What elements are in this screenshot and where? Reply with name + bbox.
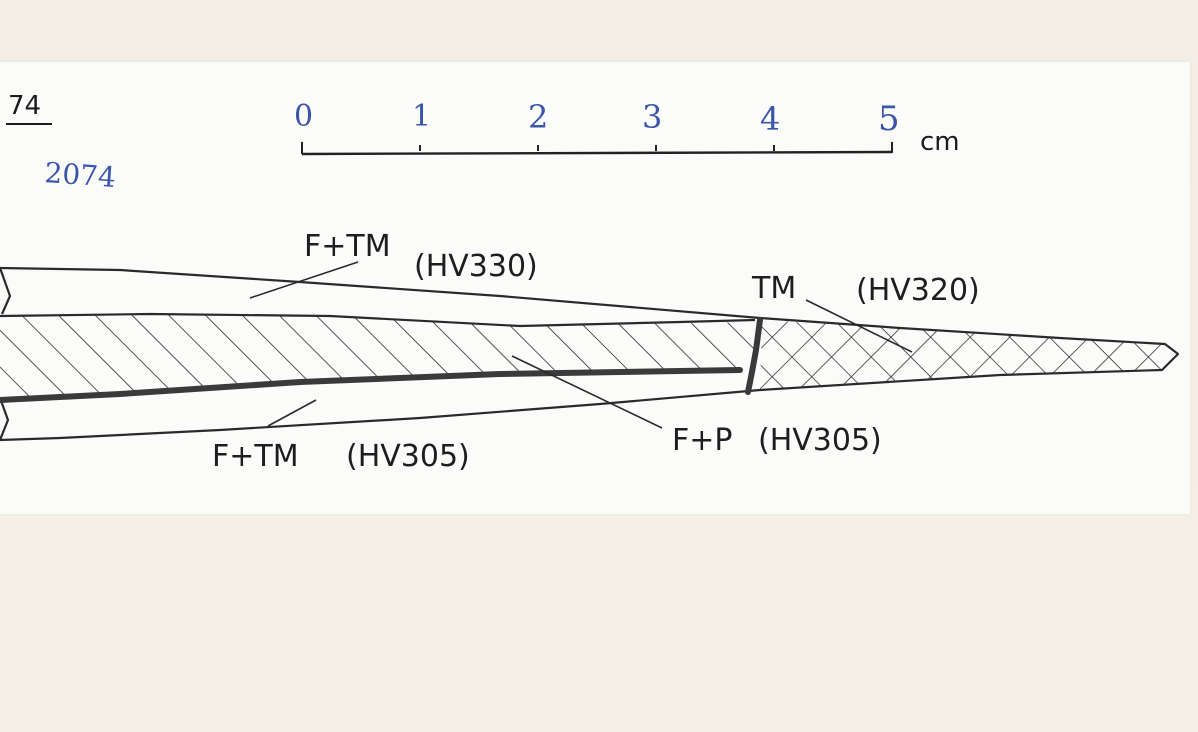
upper-zone-area	[0, 268, 760, 318]
leader-line	[267, 399, 317, 427]
scale-tick-label: 2	[528, 98, 548, 136]
scale-tick-label: 5	[878, 99, 900, 139]
core-zone-microstructure-label: F+P	[672, 423, 732, 458]
tip-zone-hardness-label: (HV320)	[856, 273, 980, 308]
upper-zone-hardness-label: (HV330)	[414, 249, 538, 284]
upper-zone-microstructure-label: F+TM	[304, 229, 391, 264]
blade-left-edge	[0, 267, 12, 441]
core-tip-boundary	[745, 317, 763, 395]
core-zone-hardness-label: (HV305)	[758, 423, 882, 458]
scale-tick-label: 1	[412, 99, 431, 134]
leader-line	[805, 299, 913, 353]
scale-tick-label: 4	[760, 100, 780, 138]
page-number: 74	[8, 91, 41, 121]
core-top-boundary	[0, 312, 756, 328]
scale-bar: 0 1 2 3 4 5 cm	[294, 98, 960, 157]
lower-zone-hardness-label: (HV305)	[346, 439, 470, 474]
catalogue-number: 2074	[44, 156, 117, 194]
scale-unit: cm	[920, 127, 960, 157]
weld-line	[0, 367, 743, 403]
scale-tick-label: 3	[642, 98, 662, 136]
leader-line	[249, 261, 359, 299]
leader-line	[511, 355, 663, 429]
scale-tick-label: 0	[294, 99, 313, 134]
blade-outline	[0, 266, 1180, 442]
tip-zone-crosshatch	[760, 320, 1176, 390]
blade-section	[0, 266, 1180, 442]
tip-zone-microstructure-label: TM	[751, 271, 796, 306]
lower-zone-microstructure-label: F+TM	[212, 439, 299, 474]
core-zone-hatch	[0, 314, 755, 398]
scale-bar-line	[301, 150, 893, 156]
